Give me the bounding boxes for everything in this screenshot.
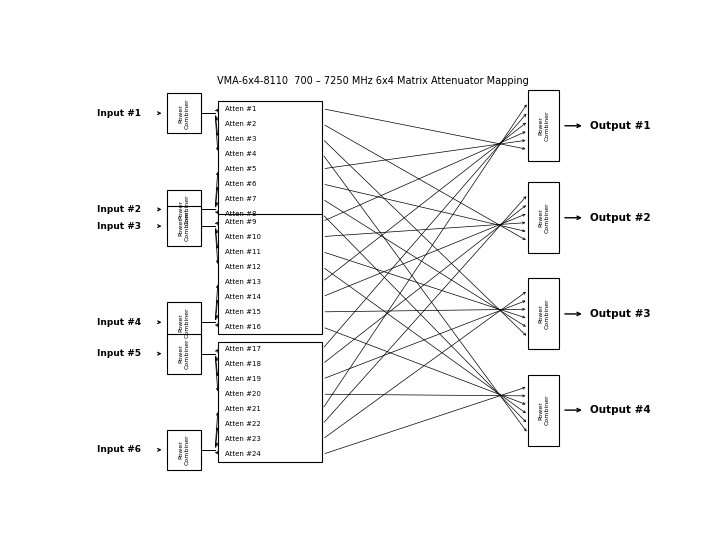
- Text: Atten #20: Atten #20: [225, 391, 261, 397]
- Text: Power
Combiner: Power Combiner: [539, 395, 549, 425]
- Text: Input #5: Input #5: [97, 349, 141, 358]
- Text: Atten #23: Atten #23: [225, 437, 261, 443]
- Text: Atten #22: Atten #22: [225, 421, 261, 427]
- Text: Atten #6: Atten #6: [225, 181, 256, 187]
- Text: Atten #11: Atten #11: [225, 249, 261, 255]
- Bar: [218, 214, 323, 334]
- Bar: [167, 302, 201, 342]
- Text: Power
Combiner: Power Combiner: [539, 203, 549, 233]
- Text: Atten #3: Atten #3: [225, 136, 256, 142]
- Bar: [529, 90, 559, 161]
- Text: Input #2: Input #2: [97, 205, 141, 214]
- Bar: [529, 375, 559, 446]
- Text: VMA-6x4-8110  700 – 7250 MHz 6x4 Matrix Attenuator Mapping: VMA-6x4-8110 700 – 7250 MHz 6x4 Matrix A…: [217, 75, 529, 86]
- Text: Power
Combiner: Power Combiner: [539, 110, 549, 141]
- Text: Input #4: Input #4: [97, 318, 141, 327]
- Bar: [529, 182, 559, 253]
- Text: Input #3: Input #3: [97, 222, 141, 231]
- Bar: [529, 279, 559, 350]
- Text: Power
Combiner: Power Combiner: [178, 211, 189, 242]
- Text: Atten #1: Atten #1: [225, 106, 256, 112]
- Text: Atten #19: Atten #19: [225, 376, 261, 382]
- Text: Atten #4: Atten #4: [225, 151, 256, 157]
- Text: Power
Combiner: Power Combiner: [539, 299, 549, 329]
- Text: Atten #14: Atten #14: [225, 294, 261, 300]
- Text: Power
Combiner: Power Combiner: [178, 434, 189, 465]
- Bar: [218, 101, 323, 222]
- Text: Atten #5: Atten #5: [225, 166, 256, 172]
- Text: Atten #7: Atten #7: [225, 196, 256, 202]
- Text: Output #2: Output #2: [590, 213, 651, 223]
- Text: Atten #15: Atten #15: [225, 309, 261, 315]
- Text: Power
Combiner: Power Combiner: [178, 98, 189, 129]
- Text: Atten #24: Atten #24: [225, 451, 261, 457]
- Text: Output #1: Output #1: [590, 121, 651, 131]
- Text: Atten #10: Atten #10: [225, 233, 261, 239]
- Bar: [167, 190, 201, 229]
- Text: Output #3: Output #3: [590, 309, 651, 319]
- Text: Atten #2: Atten #2: [225, 121, 256, 127]
- Text: Input #1: Input #1: [97, 109, 141, 118]
- Text: Atten #9: Atten #9: [225, 218, 256, 225]
- Bar: [167, 93, 201, 133]
- Text: Atten #12: Atten #12: [225, 264, 261, 270]
- Text: Atten #16: Atten #16: [225, 324, 261, 330]
- Bar: [167, 206, 201, 246]
- Text: Atten #17: Atten #17: [225, 346, 261, 352]
- Text: Atten #13: Atten #13: [225, 279, 261, 285]
- Text: Power
Combiner: Power Combiner: [178, 338, 189, 369]
- Text: Atten #18: Atten #18: [225, 361, 261, 367]
- Bar: [167, 430, 201, 470]
- Bar: [218, 342, 323, 462]
- Bar: [167, 334, 201, 374]
- Text: Atten #8: Atten #8: [225, 211, 256, 217]
- Text: Atten #21: Atten #21: [225, 406, 261, 412]
- Text: Power
Combiner: Power Combiner: [178, 307, 189, 338]
- Text: Output #4: Output #4: [590, 405, 651, 415]
- Text: Input #6: Input #6: [97, 445, 141, 454]
- Text: Power
Combiner: Power Combiner: [178, 194, 189, 225]
